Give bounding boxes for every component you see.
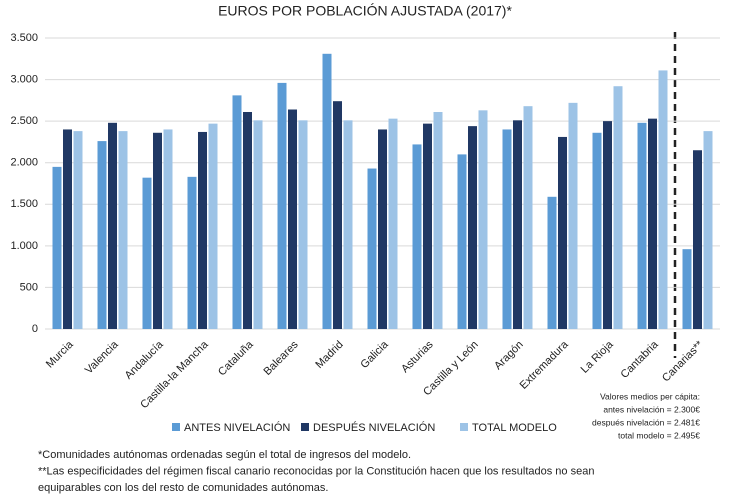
footnote: *Comunidades autónomas ordenadas según e… [38, 449, 411, 461]
bar [502, 129, 512, 329]
bar [658, 70, 668, 329]
bar [378, 129, 387, 329]
bar [513, 120, 522, 329]
x-tick-label: Baleares [261, 338, 301, 378]
bar [118, 131, 128, 329]
bar [388, 118, 398, 329]
legend-swatch [460, 423, 468, 431]
bar [367, 168, 377, 329]
bar [73, 131, 83, 329]
bar [97, 141, 107, 329]
footnote: equiparables con los del resto de comuni… [38, 482, 328, 494]
y-tick-label: 500 [20, 281, 38, 293]
legend-label: DESPUÉS NIVELACIÓN [313, 421, 435, 434]
x-tick-label: Galicia [358, 338, 391, 371]
bar [547, 196, 557, 329]
bar [703, 131, 713, 329]
x-tick-label: Aragón [492, 339, 526, 373]
x-tick-label: Madrid [313, 339, 345, 371]
bar [648, 118, 657, 329]
x-tick-label: La Rioja [579, 338, 617, 376]
bar [433, 111, 443, 329]
side-note: total modelo = 2.495€ [618, 430, 700, 440]
x-tick-label: Murcia [44, 338, 76, 370]
side-note: Valores medios per cápita: [600, 391, 700, 401]
bar [198, 131, 207, 329]
bar [592, 132, 602, 329]
x-tick-label: Extremadura [518, 338, 572, 392]
bar [153, 132, 162, 329]
legend-label: ANTES NIVELACIÓN [184, 421, 290, 434]
bar [333, 101, 342, 329]
bar [693, 150, 702, 329]
bar [163, 129, 173, 329]
bar [423, 123, 432, 329]
side-note: después nivelación = 2.481€ [592, 417, 700, 427]
bar [412, 144, 422, 329]
x-tick-label: Cantabria [618, 338, 661, 381]
chart-title: EUROS POR POBLACIÓN AJUSTADA (2017)* [218, 3, 512, 19]
bar [568, 102, 578, 329]
y-tick-label: 1.000 [10, 240, 38, 252]
x-tick-label: Asturias [399, 338, 436, 375]
y-tick-label: 3.500 [10, 32, 38, 44]
bar [253, 120, 263, 329]
x-tick-label: Valencia [83, 338, 121, 376]
y-tick-label: 0 [32, 323, 38, 335]
y-tick-label: 2.000 [10, 157, 38, 169]
bar [343, 120, 353, 329]
side-note: antes nivelación = 2.300€ [603, 404, 700, 414]
bar [558, 136, 567, 329]
bar [322, 53, 332, 329]
bar [613, 86, 623, 329]
bar [603, 121, 612, 330]
bar [288, 109, 297, 329]
y-tick-label: 2.500 [10, 115, 38, 127]
y-tick-label: 1.500 [10, 198, 38, 210]
y-tick-label: 3.000 [10, 73, 38, 85]
bar [232, 95, 242, 330]
bar [187, 176, 197, 329]
bar [457, 154, 467, 329]
bar [468, 126, 477, 329]
legend-label: TOTAL MODELO [472, 422, 557, 434]
bar [682, 249, 692, 329]
bar [637, 122, 647, 329]
footnote: **Las especificidades del régimen fiscal… [38, 465, 594, 477]
bar [478, 110, 488, 329]
bar [298, 120, 308, 329]
bar [108, 122, 117, 329]
legend-swatch [301, 423, 309, 431]
bar [52, 166, 62, 329]
bar [243, 111, 252, 329]
bar [277, 82, 287, 329]
bar [142, 177, 152, 329]
x-tick-label: Cataluña [216, 338, 256, 378]
bar [208, 123, 218, 329]
bar [523, 106, 533, 329]
bar [63, 129, 72, 329]
x-tick-label: Andalucía [123, 338, 167, 382]
x-tick-label: Canarias** [660, 338, 706, 384]
legend-swatch [172, 423, 180, 431]
